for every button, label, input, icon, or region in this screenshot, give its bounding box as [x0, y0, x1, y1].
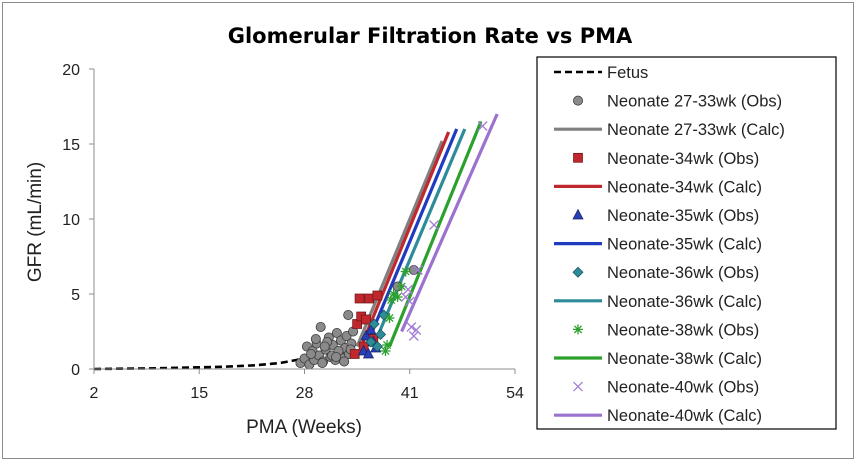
legend-label: Neonate-38wk (Calc)	[607, 350, 762, 368]
y-tick-label: 5	[71, 287, 80, 304]
data-point	[412, 265, 423, 275]
series-neonate-38wk-calc	[388, 120, 483, 348]
legend-item: Fetus	[554, 64, 648, 82]
series-neonate-36wk-calc	[371, 128, 467, 348]
legend-item: Neonate-38wk (Obs)	[573, 321, 759, 339]
data-point	[384, 313, 395, 323]
data-point	[305, 348, 316, 359]
data-point	[361, 314, 371, 325]
legend-label: Neonate-34wk (Calc)	[607, 178, 762, 196]
legend-label: Neonate 27-33wk (Calc)	[607, 121, 785, 139]
data-point	[331, 351, 342, 362]
data-point	[365, 323, 377, 335]
data-point	[315, 321, 326, 332]
legend-item: Neonate 27-33wk (Calc)	[554, 121, 785, 139]
y-tick-label: 0	[71, 362, 80, 379]
legend-item: Neonate 27-33wk (Obs)	[573, 93, 782, 111]
series-neonate-36wk-obs	[365, 309, 390, 352]
y-axis-label: GFR (mL/min)	[25, 162, 46, 282]
data-point	[364, 293, 375, 304]
y-tick-label: 15	[62, 137, 80, 154]
legend: Fetus Neonate 27-33wk (Obs) Neonate 27-33w…	[536, 56, 837, 430]
data-point	[349, 349, 360, 359]
data-point	[477, 121, 488, 131]
series-line	[359, 131, 451, 348]
legend-swatch	[573, 152, 583, 163]
legend-label: Neonate-36wk (Obs)	[607, 264, 759, 282]
data-point	[317, 357, 328, 368]
data-point	[408, 331, 419, 341]
data-point	[406, 322, 417, 332]
legend-label: Neonate-36wk (Calc)	[607, 293, 762, 311]
series-line	[364, 128, 459, 348]
data-point	[382, 340, 393, 350]
legend-label: Neonate-40wk (Obs)	[607, 379, 759, 397]
legend-label: Neonate-34wk (Obs)	[607, 150, 759, 168]
series-neonate-40wk-calc	[400, 113, 499, 333]
legend-item: Neonate-38wk (Calc)	[554, 350, 762, 368]
legend-label: Neonate-35wk (Calc)	[607, 236, 762, 254]
data-point	[404, 296, 415, 307]
legend-label: Fetus	[607, 64, 648, 82]
series-neonate-27-33wk-obs	[295, 264, 419, 370]
legend-swatch	[572, 208, 584, 220]
data-point	[354, 293, 365, 304]
series-line	[400, 113, 499, 333]
x-tick-label: 54	[506, 385, 524, 402]
data-point	[375, 329, 387, 340]
x-tick-label: 2	[90, 385, 99, 402]
series-neonate-27-33wk-calc	[355, 140, 444, 348]
legend-item: Neonate-34wk (Calc)	[554, 178, 762, 196]
legend-label: Neonate 27-33wk (Obs)	[607, 93, 782, 111]
data-point	[362, 347, 375, 359]
legend-swatch	[573, 381, 583, 392]
series-neonate-40wk-obs	[400, 121, 488, 341]
legend-item: Neonate-36wk (Calc)	[554, 293, 762, 311]
legend-label: Neonate-35wk (Obs)	[607, 207, 759, 225]
legend-swatch	[572, 266, 584, 278]
y-tick-label: 20	[62, 62, 80, 79]
series-neonate-35wk-calc	[364, 128, 459, 348]
data-point	[339, 356, 350, 367]
data-point	[372, 290, 383, 301]
legend-item: Neonate-34wk (Obs)	[573, 150, 759, 168]
data-point	[319, 341, 330, 352]
x-tick-label: 15	[190, 385, 208, 402]
legend-swatch	[573, 324, 583, 335]
legend-label: Neonate-40wk (Calc)	[607, 407, 762, 425]
x-axis-label: PMA (Weeks)	[246, 417, 362, 438]
legend-item: Neonate-36wk (Obs)	[572, 264, 759, 282]
x-tick-label: 41	[401, 385, 419, 402]
data-point	[392, 292, 403, 302]
series-neonate-34wk-calc	[359, 131, 451, 348]
data-point	[368, 318, 380, 330]
legend-swatch	[573, 95, 584, 106]
x-tick-label: 28	[296, 385, 314, 402]
series-line	[355, 140, 444, 348]
legend-item: Neonate-35wk (Obs)	[572, 207, 759, 225]
data-point	[403, 284, 414, 295]
data-point	[310, 333, 321, 344]
legend-item: Neonate-35wk (Calc)	[554, 236, 762, 254]
data-point	[343, 309, 354, 320]
data-point	[360, 329, 372, 341]
data-point	[429, 220, 439, 230]
legend-item: Neonate-40wk (Calc)	[554, 407, 762, 425]
chart-title: Glomerular Filtration Rate vs PMA	[228, 24, 633, 48]
data-point	[411, 325, 422, 335]
plot-area	[93, 113, 499, 371]
legend-item: Neonate-40wk (Obs)	[573, 379, 759, 397]
legend-label: Neonate-38wk (Obs)	[607, 321, 759, 339]
series-line	[371, 128, 467, 348]
data-point	[400, 266, 411, 277]
axes: 2 15 28 41 54 0 5 10 15 20	[62, 62, 524, 402]
series-neonate-38wk-obs	[380, 266, 411, 356]
data-point	[380, 346, 391, 356]
data-point	[371, 341, 383, 352]
y-tick-label: 10	[62, 212, 80, 229]
data-point	[365, 336, 377, 348]
series-line	[388, 120, 483, 348]
